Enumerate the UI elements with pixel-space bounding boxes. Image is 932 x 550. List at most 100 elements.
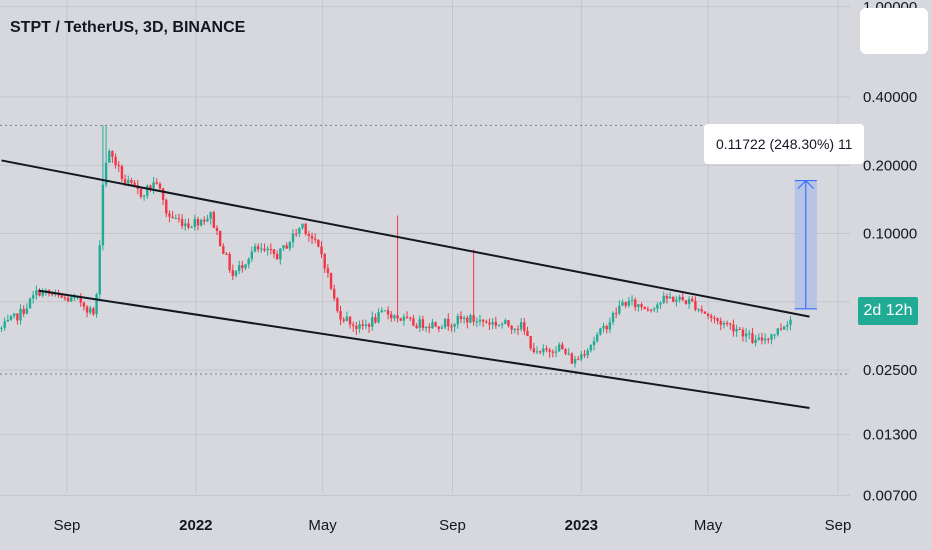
candle-body: [431, 322, 434, 329]
candle-body: [92, 308, 95, 315]
candle-body: [237, 265, 241, 272]
candle-body: [624, 301, 627, 306]
candle-body: [561, 344, 564, 350]
candle-body: [700, 309, 703, 312]
candle-body: [184, 223, 187, 227]
candle-body: [377, 312, 380, 323]
candle-body: [95, 294, 98, 315]
candle-body: [380, 310, 383, 313]
candle-body: [697, 309, 700, 311]
candle-body: [177, 218, 181, 220]
candle-body: [285, 245, 288, 249]
candle-body: [352, 324, 355, 326]
candle-body: [16, 313, 19, 321]
candle-body: [684, 300, 688, 304]
candle-body: [104, 162, 108, 185]
candle-body: [754, 339, 757, 343]
candle-body: [266, 248, 269, 251]
time-axis: Sep 2022 May Sep 2023 May Sep: [54, 517, 852, 534]
candle-body: [348, 316, 352, 325]
candle-body: [133, 182, 136, 186]
price-tick-label: 0.20000: [863, 157, 917, 174]
candle-body: [735, 329, 738, 332]
candle-body: [203, 219, 206, 222]
candle-body: [288, 242, 292, 249]
candle-body: [615, 312, 618, 314]
candle-body: [358, 324, 361, 329]
candle-body: [424, 326, 428, 329]
candle-body: [513, 328, 517, 330]
candle-body: [773, 334, 776, 336]
candle-body: [469, 315, 472, 323]
candle-body: [466, 317, 469, 323]
candle-body: [60, 295, 63, 298]
candle-body: [158, 183, 162, 189]
candle-body: [434, 322, 437, 327]
candle-body: [627, 300, 631, 306]
price-axis: 1.000000.400000.200000.100000.050000.025…: [863, 0, 917, 504]
candle-body: [681, 296, 684, 301]
candle-body: [767, 338, 770, 340]
candle-body: [529, 336, 532, 349]
price-tick-label: 0.10000: [863, 226, 917, 243]
candle-body: [70, 297, 73, 302]
time-tick-label: Sep: [439, 517, 466, 534]
candle-body: [139, 188, 143, 197]
candle-body: [9, 316, 13, 320]
time-tick-label: Sep: [54, 517, 81, 534]
candle-body: [440, 327, 444, 329]
time-tick-label: Sep: [825, 517, 852, 534]
candle-body: [716, 318, 719, 321]
candle-body: [729, 323, 732, 325]
candle-body: [323, 254, 326, 269]
candle-body: [231, 270, 235, 276]
candle-body: [256, 246, 260, 250]
price-tick-label: 0.01300: [863, 426, 917, 443]
candle-body: [599, 328, 602, 335]
countdown-badge: 2d 12h: [858, 297, 918, 325]
candle-body: [719, 320, 722, 325]
candle-body: [748, 333, 751, 335]
measure-arrow-head: [797, 179, 815, 190]
candle-body: [786, 324, 789, 327]
candle-body: [741, 329, 745, 337]
candle-body: [396, 315, 399, 319]
candle-body: [301, 223, 304, 229]
candle-body: [453, 324, 456, 327]
candle-body: [713, 317, 716, 319]
candle-body: [551, 351, 555, 353]
candle-body: [155, 182, 158, 184]
candle-body: [706, 313, 710, 316]
candle-body: [120, 165, 124, 180]
candle-body: [361, 324, 364, 326]
candle-body: [485, 321, 488, 323]
candle-body: [98, 245, 101, 295]
candle-body: [694, 300, 697, 310]
candle-body: [776, 328, 779, 335]
candle-body: [516, 328, 520, 330]
candle-body: [656, 304, 659, 309]
candle-body: [130, 180, 133, 183]
candle-body: [19, 308, 22, 321]
candle-body: [320, 246, 323, 255]
candle-body: [494, 321, 498, 326]
time-tick-label: May: [308, 517, 337, 534]
candle-body: [263, 248, 266, 251]
candle-body: [630, 299, 634, 301]
candle-body: [418, 319, 421, 328]
candle-body: [187, 223, 190, 228]
candle-body: [478, 319, 482, 322]
candle-body: [637, 304, 640, 308]
candle-body: [532, 348, 536, 352]
candle-body: [459, 316, 463, 319]
candle-body: [149, 185, 152, 189]
candle-body: [3, 321, 6, 328]
candle-body: [367, 324, 371, 327]
candle-body: [491, 321, 494, 325]
candle-body: [535, 351, 539, 353]
candle-body: [462, 317, 466, 319]
candle-body: [437, 326, 440, 329]
candle-body: [199, 219, 203, 226]
candle-body: [738, 329, 741, 331]
